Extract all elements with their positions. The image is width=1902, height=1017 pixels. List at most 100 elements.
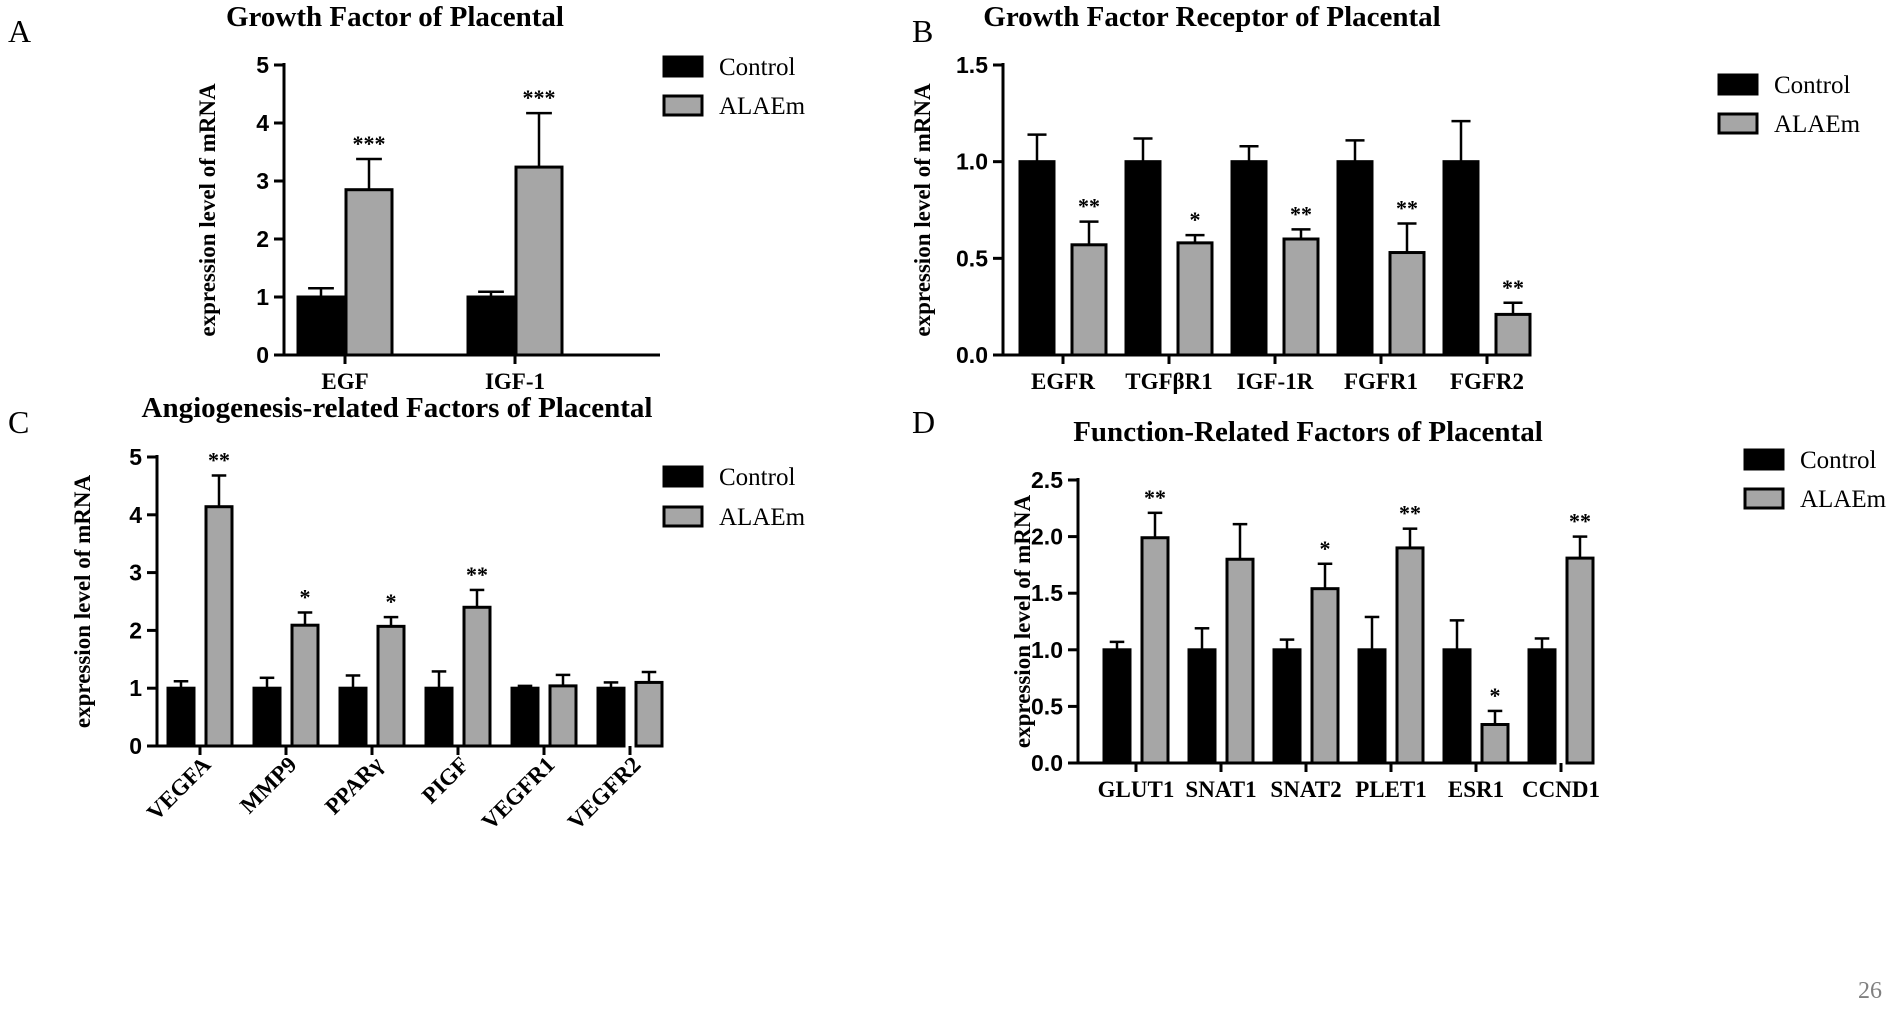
bar-control: [1336, 160, 1374, 357]
significance-label: **: [1396, 196, 1418, 221]
bar-control: [1357, 648, 1387, 765]
significance-label: *: [1320, 536, 1331, 561]
legend-label: Control: [719, 54, 795, 81]
legend-label: ALAEm: [1774, 111, 1861, 138]
legend-swatch-control: [662, 55, 704, 78]
bar-alaem: [634, 680, 664, 748]
bar-control: [1187, 648, 1217, 765]
chart-panel-D: D Function-Related Factors of Placental ex…: [912, 404, 1887, 802]
significance-label: ***: [523, 85, 556, 110]
significance-label: ***: [353, 131, 386, 156]
y-tick-label: 1.0: [1031, 637, 1063, 663]
bar-alaem: [462, 605, 492, 748]
y-tick-label: 0.0: [1031, 750, 1063, 776]
legend-swatch-control: [1743, 448, 1785, 471]
y-tick-label: 0.5: [1031, 693, 1063, 719]
y-tick-label: 5: [129, 444, 142, 470]
chart-title: Growth Factor Receptor of Placental: [983, 1, 1440, 33]
legend-swatch-alaem: [1743, 487, 1785, 510]
bar-alaem: [1395, 546, 1425, 765]
bar-control: [296, 295, 346, 357]
legend-swatch-control: [662, 465, 704, 488]
y-tick-label: 0: [129, 733, 142, 759]
bar-alaem: [1565, 556, 1595, 765]
legend-label: ALAEm: [719, 504, 806, 531]
x-tick-label: MMP9: [235, 752, 301, 818]
significance-label: **: [1290, 201, 1312, 226]
bar-control: [466, 295, 516, 357]
legend-label: ALAEm: [719, 93, 806, 120]
bar-alaem: [1140, 536, 1170, 765]
legend-label: Control: [719, 464, 795, 491]
bar-alaem: [1388, 251, 1426, 357]
y-tick-label: 4: [256, 110, 269, 136]
bar-control: [338, 686, 368, 748]
significance-label: **: [1399, 501, 1421, 526]
y-tick-label: 5: [256, 52, 269, 78]
bar-alaem: [1176, 241, 1214, 357]
x-tick-label: PPARγ: [320, 752, 388, 820]
x-tick-label: CCND1: [1522, 777, 1600, 802]
y-axis-label: expression level of mRNA: [195, 83, 220, 337]
significance-label: *: [1490, 683, 1501, 708]
bar-alaem: [204, 505, 234, 748]
legend-label: Control: [1800, 447, 1876, 474]
bar-alaem: [548, 684, 578, 748]
panel-label: A: [8, 13, 31, 49]
y-tick-label: 0.0: [956, 342, 988, 368]
bar-control: [1018, 160, 1056, 357]
x-tick-label: FGFR2: [1450, 369, 1524, 394]
y-tick-label: 2.5: [1031, 467, 1063, 493]
significance-label: **: [1502, 275, 1524, 300]
y-tick-label: 4: [129, 502, 142, 528]
bar-alaem: [1480, 723, 1510, 765]
y-tick-label: 2.0: [1031, 524, 1063, 550]
bar-alaem: [1070, 243, 1108, 357]
x-tick-label: PIGF: [417, 752, 474, 809]
panel-label: D: [912, 404, 935, 440]
bar-alaem: [344, 188, 394, 357]
bar-control: [1230, 160, 1268, 357]
y-axis-label: expression level of mRNA: [910, 83, 935, 337]
y-tick-label: 1: [129, 675, 142, 701]
bar-control: [1272, 648, 1302, 765]
significance-label: *: [386, 589, 397, 614]
x-tick-label: VEGFR1: [477, 752, 560, 835]
significance-label: *: [300, 584, 311, 609]
bar-control: [1527, 648, 1557, 765]
legend-swatch-alaem: [662, 94, 704, 117]
x-tick-label: ESR1: [1448, 777, 1504, 802]
panel-label: B: [912, 13, 933, 49]
bar-control: [1442, 160, 1480, 357]
x-tick-label: IGF-1: [485, 369, 545, 394]
y-tick-label: 3: [129, 560, 142, 586]
bar-alaem: [1282, 237, 1320, 357]
chart-title: Growth Factor of Placental: [226, 1, 564, 33]
x-tick-label: SNAT1: [1185, 777, 1256, 802]
bar-control: [1124, 160, 1162, 357]
bar-control: [510, 686, 540, 748]
chart-title: Angiogenesis-related Factors of Placenta…: [142, 392, 653, 424]
chart-title: Function-Related Factors of Placental: [1073, 416, 1543, 448]
x-tick-label: EGFR: [1031, 369, 1095, 394]
x-tick-label: GLUT1: [1098, 777, 1175, 802]
chart-panel-A: A Growth Factor of Placental expression le…: [8, 1, 806, 394]
bar-alaem: [1310, 587, 1340, 765]
bar-alaem: [290, 623, 320, 748]
bar-alaem: [1225, 557, 1255, 765]
x-tick-label: TGFβR1: [1125, 369, 1213, 394]
y-tick-label: 1.5: [1031, 580, 1063, 606]
x-tick-label: IGF-1R: [1237, 369, 1314, 394]
bar-alaem: [376, 624, 406, 748]
x-tick-label: PLET1: [1355, 777, 1427, 802]
y-tick-label: 1.0: [956, 149, 988, 175]
legend-label: Control: [1774, 72, 1850, 99]
bar-control: [252, 686, 282, 748]
bar-control: [424, 686, 454, 748]
x-tick-label: SNAT2: [1270, 777, 1341, 802]
bar-alaem: [1494, 312, 1532, 357]
y-tick-label: 0.5: [956, 245, 988, 271]
page-number: 26: [1858, 978, 1882, 1004]
legend-swatch-alaem: [1717, 112, 1759, 135]
